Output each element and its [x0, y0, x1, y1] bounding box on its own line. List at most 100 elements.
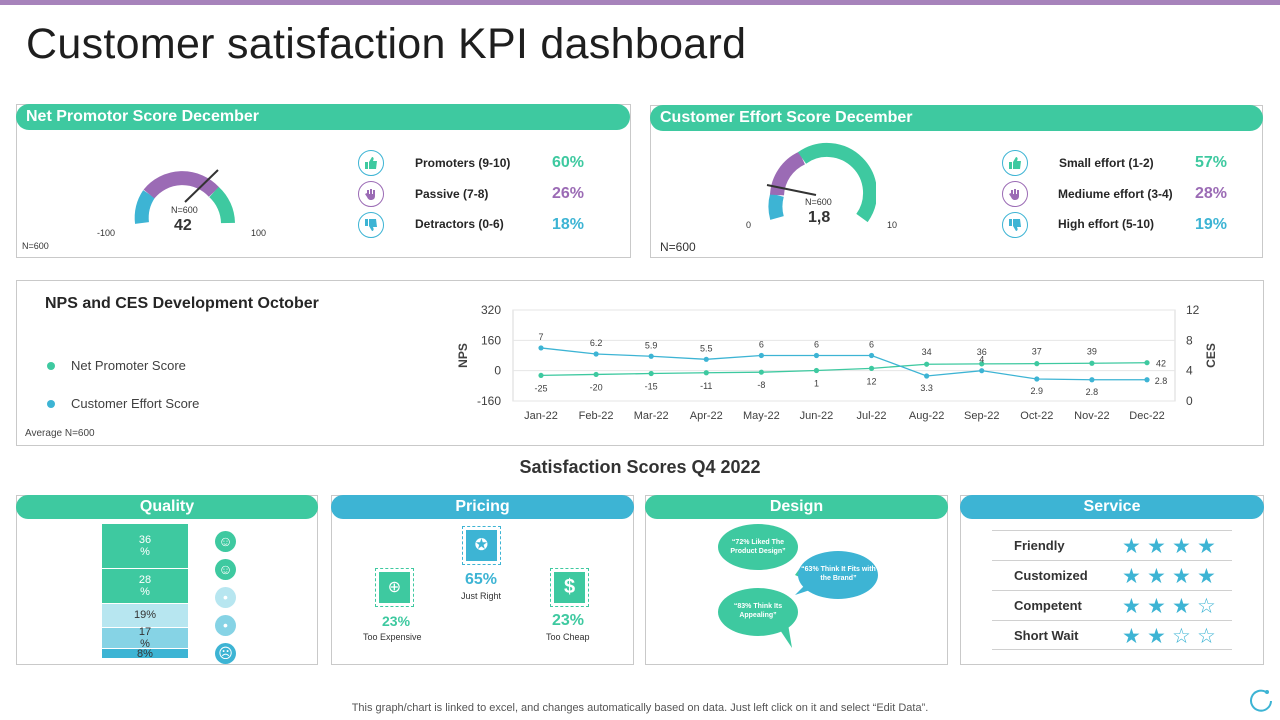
ces-data-point	[979, 368, 985, 374]
neutral-face-icon: •	[215, 587, 236, 608]
sad-face-icon: ☹	[215, 643, 236, 664]
filled-star-icon: ★	[1122, 535, 1141, 558]
gauge-arc-purple	[143, 171, 220, 199]
nps-data-label: 42	[1156, 359, 1166, 369]
design-panel	[645, 495, 948, 665]
y-right-tick-label: 8	[1186, 333, 1193, 347]
service-row-label: Customized	[1014, 568, 1088, 583]
quality-bar-segment: 8%	[102, 648, 188, 660]
service-row: Friendly ★ ★ ★ ★	[992, 530, 1232, 560]
nps-row-passive-label: Passive (7-8)	[415, 187, 489, 201]
nps-data-point	[924, 361, 930, 367]
nps-gauge-min: -100	[97, 228, 116, 238]
ces-legend-label: Customer Effort Score	[71, 396, 200, 411]
nps-data-point	[868, 365, 875, 371]
x-tick-label: Aug-22	[909, 410, 944, 422]
y-left-tick-label: -160	[477, 394, 501, 408]
ces-data-label: 2.8	[1155, 376, 1168, 386]
design-header: Design	[645, 495, 948, 519]
x-tick-label: Jul-22	[857, 410, 887, 422]
thumbs-down-icon	[358, 212, 384, 238]
service-row: Customized ★ ★ ★ ★	[992, 560, 1232, 590]
x-tick-label: Feb-22	[579, 410, 614, 422]
ces-row-high-label: High effort (5-10)	[1058, 217, 1154, 231]
ces-legend-dot	[47, 400, 55, 408]
hand-money-icon: ⊕	[375, 568, 414, 607]
thumbs-down-icon	[1002, 212, 1028, 238]
ces-data-point	[1144, 377, 1150, 383]
design-bubble-1-text: “72% Liked The Product Design”	[730, 539, 786, 555]
x-tick-label: May-22	[743, 410, 780, 422]
happy-face-icon: ☺	[215, 531, 236, 552]
design-bubble-3-text: “83% Think Its Appealing”	[733, 603, 783, 619]
quality-header: Quality	[16, 495, 318, 519]
gauge-arc-purple	[770, 151, 806, 196]
nps-row-promoters-label: Promoters (9-10)	[415, 156, 511, 170]
y-left-tick-label: 0	[494, 364, 501, 378]
ces-data-point	[813, 352, 820, 359]
nps-data-point	[1144, 360, 1150, 366]
thumbs-up-icon	[1002, 150, 1028, 176]
ces-row-small-label: Small effort (1-2)	[1059, 156, 1154, 170]
nps-row-detractors-label: Detractors (0-6)	[415, 217, 504, 231]
x-tick-label: Dec-22	[1129, 410, 1164, 422]
filled-star-icon: ★	[1172, 535, 1191, 558]
gauge-arc-blue	[134, 190, 156, 224]
filled-star-icon: ★	[1147, 625, 1166, 648]
ces-data-label: 5.5	[700, 343, 713, 353]
ces-panel-header: Customer Effort Score December	[650, 105, 1263, 131]
y-right-tick-label: 0	[1186, 394, 1193, 408]
pricing-too-cheap-value: 23%	[552, 612, 585, 629]
nps-row-promoters-value: 60%	[552, 154, 585, 171]
nps-data-label: -20	[590, 382, 603, 392]
nps-data-point	[979, 361, 985, 367]
ces-series-line	[540, 347, 1147, 381]
y-left-tick-label: 160	[481, 333, 501, 347]
ces-gauge	[766, 142, 876, 223]
ces-data-label: 6.2	[590, 338, 603, 348]
ces-data-point	[593, 351, 599, 357]
nps-data-point	[703, 370, 709, 376]
gauge-needle	[766, 184, 817, 196]
empty-star-icon: ☆	[1172, 625, 1191, 648]
service-row-label: Competent	[1014, 598, 1082, 613]
nps-data-point	[813, 367, 820, 374]
nps-panel-header: Net Promotor Score December	[16, 104, 630, 130]
gauge-needle	[184, 169, 219, 203]
development-footnote: Average N=600	[25, 428, 95, 439]
ces-gauge-max: 10	[887, 220, 898, 230]
ces-data-point	[703, 356, 709, 362]
pricing-too-cheap-label: Too Cheap	[546, 632, 590, 642]
x-tick-label: Jan-22	[524, 410, 558, 422]
ces-data-point	[1089, 377, 1095, 383]
ces-data-label: 3.3	[920, 383, 933, 393]
top-accent-bar	[0, 0, 1280, 5]
filled-star-icon: ★	[1122, 595, 1141, 618]
nps-data-label: -8	[757, 380, 765, 390]
y-right-tick-label: 12	[1186, 303, 1200, 317]
ces-data-point	[924, 373, 930, 379]
nps-data-point	[1034, 361, 1040, 367]
nps-data-label: -25	[534, 383, 547, 393]
satisfaction-title: Satisfaction Scores Q4 2022	[519, 457, 761, 477]
pricing-too-expensive-value: 23%	[382, 613, 411, 629]
nps-data-label: 39	[1087, 346, 1097, 356]
x-tick-label: Apr-22	[690, 410, 723, 422]
nps-data-point	[1089, 360, 1095, 366]
pricing-header: Pricing	[331, 495, 634, 519]
nps-row-detractors-value: 18%	[552, 216, 585, 233]
filled-star-icon: ★	[1172, 595, 1191, 618]
ces-gauge-value: 1,8	[808, 209, 831, 226]
nps-data-label: 36	[977, 347, 987, 357]
gauge-arc-blue	[768, 193, 784, 220]
nps-legend-dot	[47, 362, 55, 370]
quality-bar-segment: 19%	[102, 604, 188, 628]
x-tick-label: Mar-22	[634, 410, 669, 422]
ces-row-small-value: 57%	[1195, 154, 1228, 171]
service-row: Competent ★ ★ ★ ☆	[992, 590, 1232, 620]
x-tick-label: Sep-22	[964, 410, 999, 422]
ces-data-point	[868, 352, 875, 359]
y-right-tick-label: 4	[1186, 364, 1193, 378]
pricing-just-right-value: 65%	[465, 571, 498, 588]
ces-data-label: 2.8	[1086, 387, 1099, 397]
